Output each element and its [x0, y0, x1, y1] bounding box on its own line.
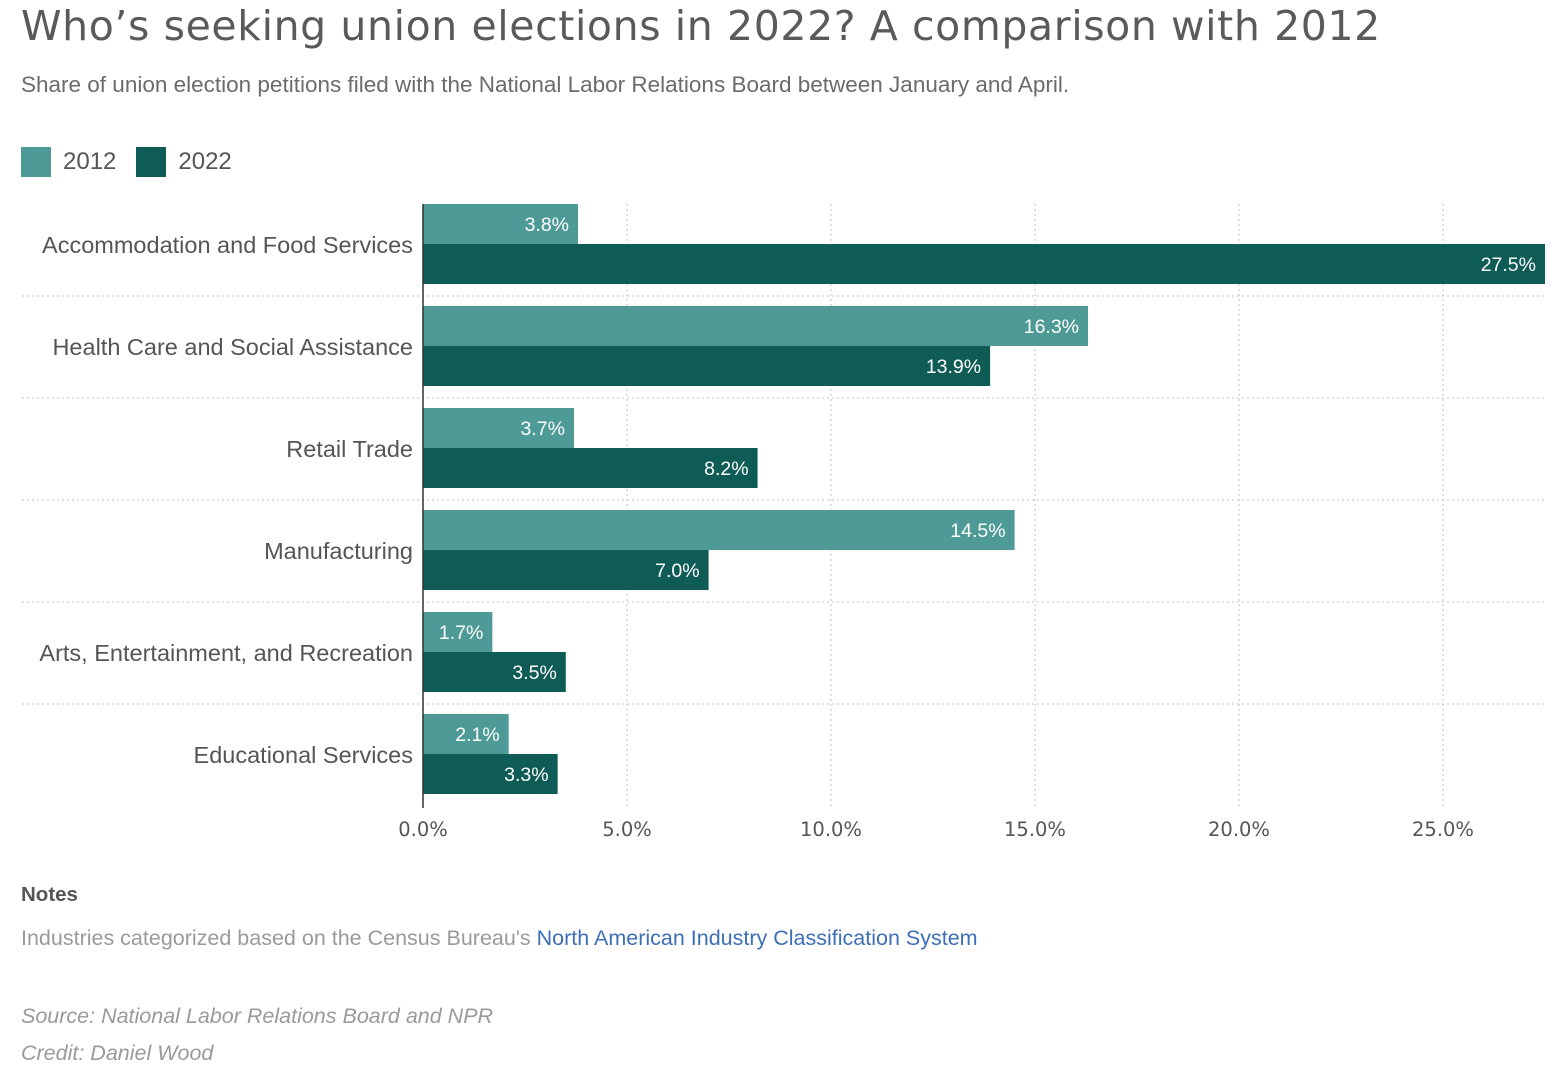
legend: 2012 2022	[21, 147, 252, 177]
bar-2022-0	[423, 244, 1545, 284]
data-label-2022-1: 13.9%	[926, 356, 981, 378]
notes-text: Industries categorized based on the Cens…	[21, 926, 978, 951]
chart-subtitle: Share of union election petitions filed …	[21, 72, 1070, 97]
data-label-2012-5: 2.1%	[455, 724, 499, 746]
category-label-5: Educational Services	[194, 742, 413, 768]
data-label-2022-2: 8.2%	[704, 458, 748, 480]
source-line: Source: National Labor Relations Board a…	[21, 1004, 494, 1028]
legend-item-2022: 2022	[136, 147, 232, 177]
bar-2012-4	[423, 612, 493, 652]
data-label-2012-1: 16.3%	[1024, 316, 1079, 338]
data-label-2022-3: 7.0%	[655, 560, 699, 582]
category-label-4: Arts, Entertainment, and Recreation	[39, 640, 413, 666]
x-tick-label-5: 25.0%	[1412, 818, 1474, 841]
data-label-2012-4: 1.7%	[439, 622, 483, 644]
category-label-3: Manufacturing	[264, 538, 413, 564]
data-label-2022-0: 27.5%	[1481, 254, 1536, 276]
legend-label-2012: 2012	[63, 148, 117, 175]
bar-2022-5	[423, 754, 558, 794]
category-label-0: Accommodation and Food Services	[42, 232, 413, 258]
category-label-2: Retail Trade	[286, 436, 413, 462]
bar-2012-2	[423, 408, 574, 448]
legend-label-2022: 2022	[178, 148, 232, 175]
legend-swatch-2012	[21, 147, 51, 177]
credit-line: Credit: Daniel Wood	[21, 1041, 214, 1065]
x-tick-label-0: 0.0%	[398, 818, 448, 841]
bar-2012-5	[423, 714, 509, 754]
data-label-2022-5: 3.3%	[504, 764, 548, 786]
bar-2012-0	[423, 204, 579, 244]
x-tick-label-1: 5.0%	[602, 818, 652, 841]
bar-chart: 3.8% 27.5% Accommodation and Food Services…	[22, 204, 1545, 841]
data-label-2012-3: 14.5%	[950, 520, 1005, 542]
legend-swatch-2022	[136, 147, 167, 177]
notes-body: Industries categorized based on the Cens…	[21, 926, 537, 950]
data-label-2012-2: 3.7%	[521, 418, 565, 440]
bar-2022-3	[423, 550, 709, 590]
bar-2022-2	[423, 448, 758, 488]
x-tick-label-2: 10.0%	[800, 818, 862, 841]
data-label-2022-4: 3.5%	[512, 662, 556, 684]
x-tick-label-4: 20.0%	[1208, 818, 1270, 841]
naics-link[interactable]: North American Industry Classification S…	[536, 926, 978, 950]
bar-2012-3	[423, 510, 1015, 550]
data-label-2012-0: 3.8%	[525, 214, 569, 236]
legend-item-2012: 2012	[21, 147, 116, 177]
bar-2022-4	[423, 652, 566, 692]
bar-2012-1	[423, 306, 1089, 346]
chart-title: Who’s seeking union elections in 2022? A…	[21, 2, 1381, 50]
x-tick-label-3: 15.0%	[1004, 818, 1066, 841]
category-label-1: Health Care and Social Assistance	[52, 334, 413, 360]
notes-heading: Notes	[21, 883, 78, 906]
bar-2022-1	[423, 346, 991, 386]
